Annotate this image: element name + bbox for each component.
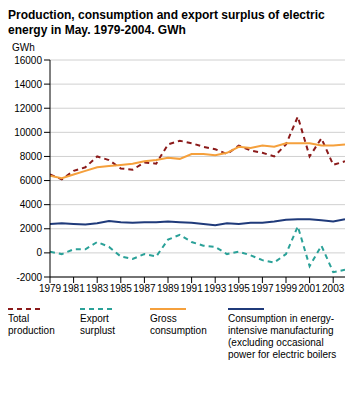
svg-text:16000: 16000 bbox=[14, 55, 42, 66]
svg-text:1987: 1987 bbox=[133, 283, 156, 294]
svg-text:1993: 1993 bbox=[204, 283, 227, 294]
svg-text:1983: 1983 bbox=[86, 283, 109, 294]
svg-text:1999: 1999 bbox=[275, 283, 298, 294]
html-text:Total production: Total production bbox=[8, 313, 55, 336]
svg-text:1991: 1991 bbox=[180, 283, 203, 294]
svg-text:10000: 10000 bbox=[14, 127, 42, 138]
svg-text:1979: 1979 bbox=[39, 283, 62, 294]
svg-text:2001: 2001 bbox=[298, 283, 321, 294]
svg-text:8000: 8000 bbox=[20, 151, 43, 162]
svg-text:2003: 2003 bbox=[322, 283, 345, 294]
svg-text:1995: 1995 bbox=[228, 283, 251, 294]
html-text:Consumption in energy-intensiv: Consumption in energy-intensive manufact… bbox=[228, 313, 337, 360]
svg-text:0: 0 bbox=[36, 247, 42, 258]
svg-text:6000: 6000 bbox=[20, 175, 43, 186]
svg-text:1985: 1985 bbox=[110, 283, 133, 294]
svg-text:-2000: -2000 bbox=[16, 272, 42, 283]
svg-text:14000: 14000 bbox=[14, 79, 42, 90]
svg-text:4000: 4000 bbox=[20, 199, 43, 210]
html-text:GWh: GWh bbox=[12, 42, 35, 53]
svg-text:1989: 1989 bbox=[157, 283, 180, 294]
svg-text:12000: 12000 bbox=[14, 103, 42, 114]
html-text:Gross consumption: Gross consumption bbox=[150, 313, 207, 336]
svg-text:2000: 2000 bbox=[20, 223, 43, 234]
html-text:Export surplust: Export surplust bbox=[80, 313, 115, 336]
svg-text:1981: 1981 bbox=[62, 283, 85, 294]
svg-text:1997: 1997 bbox=[251, 283, 274, 294]
html-text:Production, consumption and ex: Production, consumption and export surpl… bbox=[8, 8, 325, 37]
